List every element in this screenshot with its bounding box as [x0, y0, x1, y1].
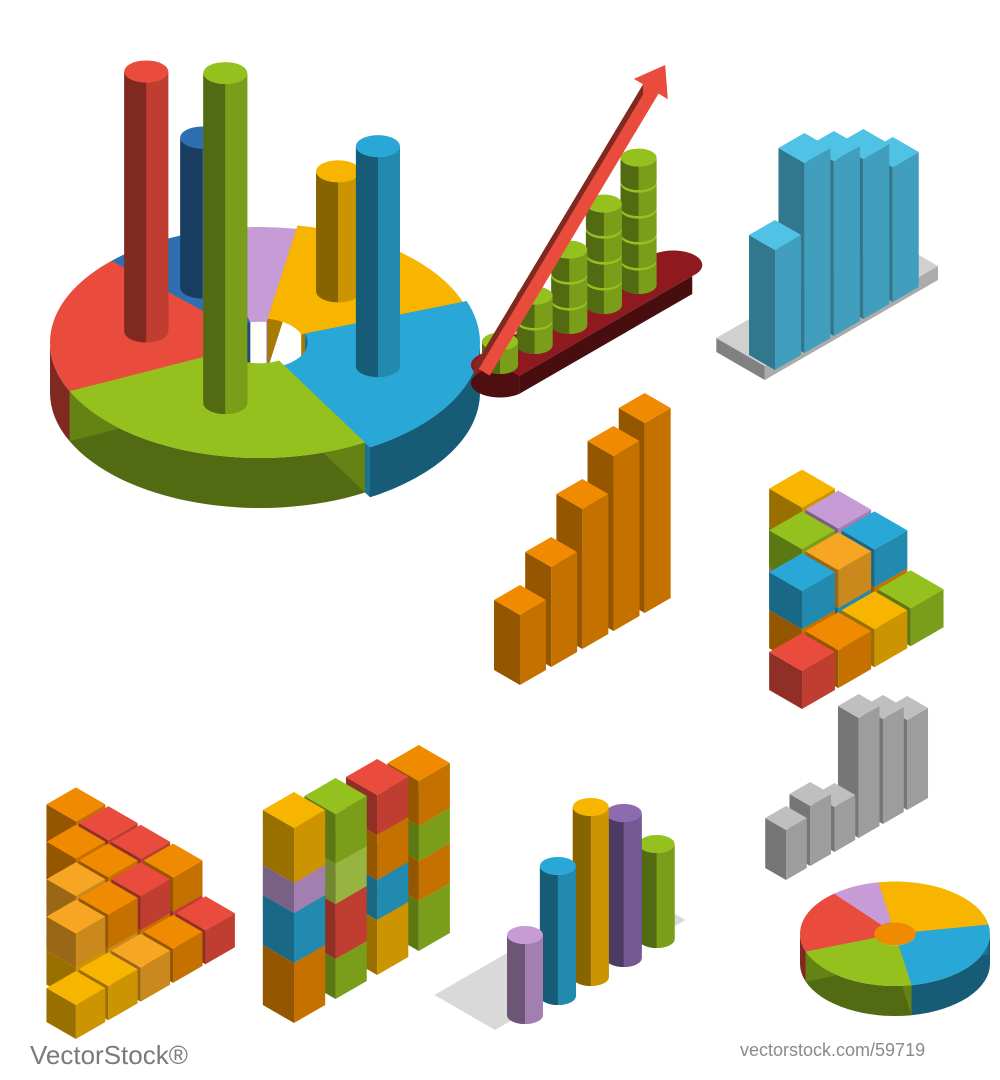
bar-chart-blue: [715, 70, 1000, 420]
pie-chart-small: [740, 605, 1000, 1080]
chart-collection: VectorStock®vectorstock.com/59719: [0, 0, 1000, 1080]
